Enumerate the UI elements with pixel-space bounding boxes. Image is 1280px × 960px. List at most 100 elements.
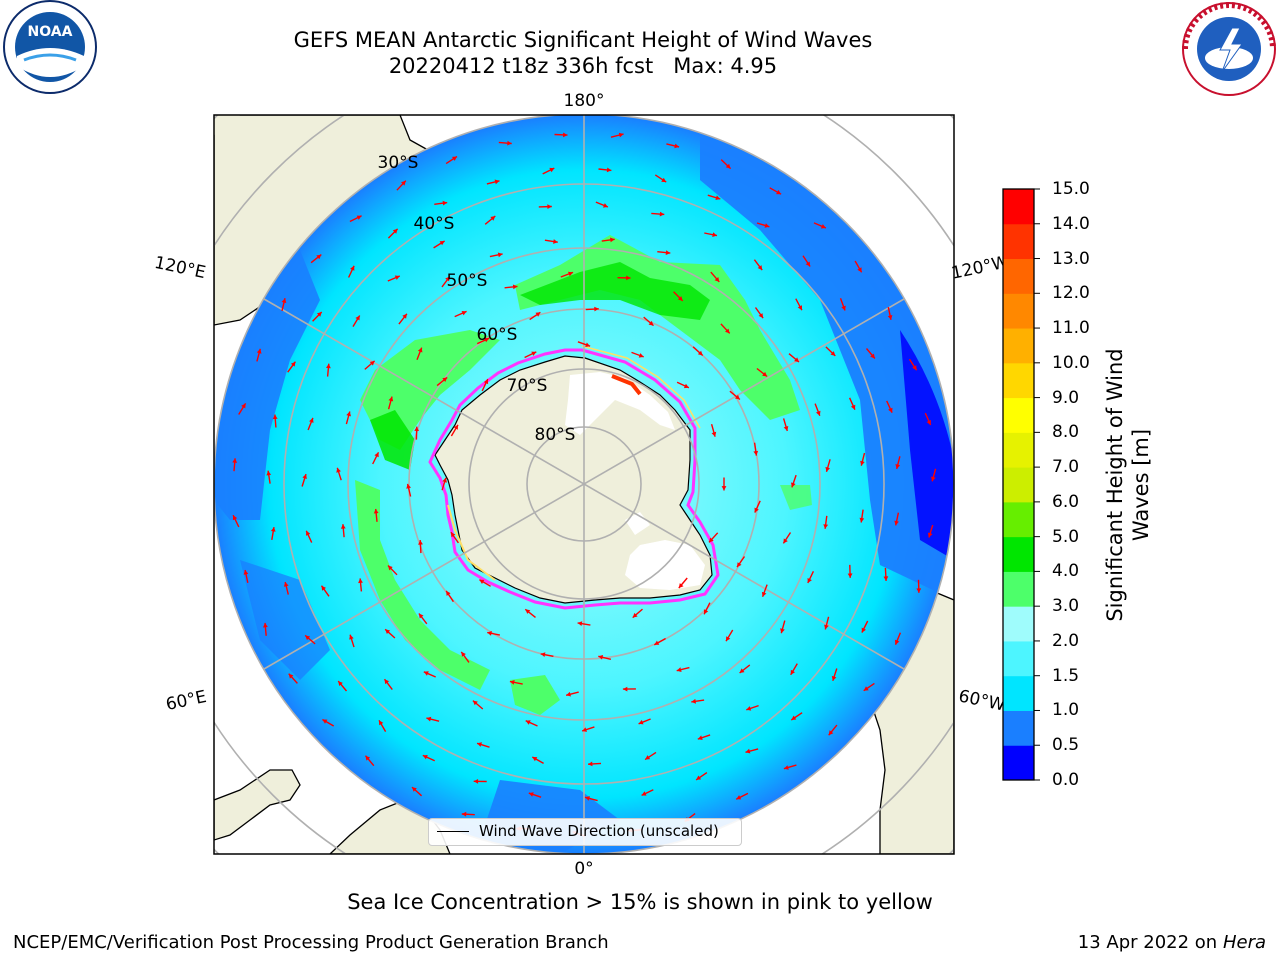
wave-direction-arrowhead xyxy=(336,467,341,473)
wave-direction-arrowhead xyxy=(442,477,447,483)
wave-direction-arrowhead xyxy=(585,342,591,347)
noaa-logo: NOAA xyxy=(3,0,97,94)
wave-direction-arrowhead xyxy=(412,787,417,792)
wave-direction-arrowhead xyxy=(338,681,343,686)
wave-direction-arrowhead xyxy=(745,748,751,754)
wave-direction-arrowhead xyxy=(790,669,795,675)
colorbar-tick-label: 4.0 xyxy=(1052,561,1080,582)
wave-direction-arrowhead xyxy=(739,668,745,673)
colorbar-tick-label: 14.0 xyxy=(1052,213,1090,234)
map-area xyxy=(214,115,954,854)
wave-direction-arrowhead xyxy=(606,167,612,173)
wave-direction-arrowhead xyxy=(346,411,351,417)
wave-direction-arrowhead xyxy=(721,486,727,491)
wave-direction-arrowhead xyxy=(507,140,512,146)
colorbar-swatch xyxy=(1003,606,1034,642)
wave-direction-arrowhead xyxy=(758,313,764,319)
wave-direction-arrowhead xyxy=(392,228,398,234)
wave-direction-arrowhead xyxy=(678,583,684,588)
colorbar-tick-label: 3.0 xyxy=(1052,596,1080,617)
wave-direction-arrowhead xyxy=(256,348,262,354)
wave-direction-arrowhead xyxy=(316,254,322,260)
wave-direction-arrowhead xyxy=(535,312,541,317)
colorbar-tick-label: 13.0 xyxy=(1052,248,1090,269)
colorbar-swatch xyxy=(1003,675,1034,711)
colorbar-tick-label: 12.0 xyxy=(1052,283,1090,304)
wave-direction-arrowhead xyxy=(272,414,278,420)
wave-direction-arrowhead xyxy=(350,265,355,271)
wave-direction-arrowhead xyxy=(861,627,866,633)
wave-direction-arrowhead xyxy=(697,735,703,740)
wave-direction-arrowhead xyxy=(594,306,599,312)
wave-direction-arrowhead xyxy=(540,652,546,657)
colorbar-swatch xyxy=(1003,189,1034,225)
footer-date: 13 Apr 2022 on Hera xyxy=(1078,932,1266,953)
wave-direction-arrowhead xyxy=(850,404,856,410)
colorbar-tick-label: 10.0 xyxy=(1052,352,1090,373)
wave-direction-arrowhead xyxy=(384,679,390,685)
wave-direction-arrowhead xyxy=(582,727,587,732)
wave-direction-arrowhead xyxy=(402,313,407,319)
wave-direction-arrowhead xyxy=(442,377,448,382)
wave-direction-arrowhead xyxy=(305,635,311,641)
wave-direction-arrowhead xyxy=(622,686,628,692)
wave-direction-arrowhead xyxy=(369,360,375,366)
lon-label-120e: 120°E xyxy=(153,253,208,283)
wave-direction-arrowhead xyxy=(568,271,573,277)
wave-direction-arrowhead xyxy=(283,582,289,587)
colorbar-swatch xyxy=(1003,432,1034,468)
wave-direction-arrowhead xyxy=(306,530,311,536)
wave-direction-arrowhead xyxy=(588,761,593,767)
wave-direction-arrowhead xyxy=(241,403,246,409)
wave-direction-arrowhead xyxy=(385,629,391,634)
wave-direction-arrowhead xyxy=(577,621,583,626)
wave-direction-arrowhead xyxy=(483,379,489,385)
wave-direction-arrowhead xyxy=(477,742,482,747)
wave-direction-arrowhead xyxy=(422,755,428,760)
wave-direction-arrowhead xyxy=(266,470,272,476)
lat-label-80s: 80°S xyxy=(535,425,576,445)
wave-direction-arrowhead xyxy=(887,315,893,320)
wave-direction-arrowhead xyxy=(859,517,865,523)
lat-label-30s: 30°S xyxy=(378,153,419,173)
wave-direction-arrowhead xyxy=(472,700,478,706)
wave-direction-arrowhead xyxy=(823,524,829,529)
wave-direction-arrowhead xyxy=(641,791,647,796)
wave-direction-arrowhead xyxy=(553,239,558,244)
colorbar-tick-label: 5.0 xyxy=(1052,526,1080,547)
lon-label-60e: 60°E xyxy=(164,687,208,715)
wave-direction-arrowhead xyxy=(895,464,901,469)
wave-direction-arrowhead xyxy=(365,755,371,761)
chart-title-line2: 20220412 t18z 336h fcst Max: 4.95 xyxy=(388,54,778,78)
wave-direction-arrowhead xyxy=(711,431,717,437)
wave-direction-arrowhead xyxy=(715,195,721,200)
wave-direction-arrowhead xyxy=(737,562,742,568)
wave-direction-arrowhead xyxy=(888,407,893,413)
wave-direction-arrowhead xyxy=(232,458,238,463)
wave-direction-arrowhead xyxy=(714,277,720,282)
wave-direction-arrowhead xyxy=(512,284,518,290)
wind-wave-arrows xyxy=(232,132,937,837)
colorbar-tick-label: 8.0 xyxy=(1052,422,1080,443)
wave-direction-arrowhead xyxy=(676,667,682,672)
colorbar-swatch xyxy=(1003,362,1034,399)
wave-direction-arrowhead xyxy=(735,394,740,400)
wave-direction-arrowhead xyxy=(825,466,830,472)
wave-direction-arrowhead xyxy=(414,426,419,431)
wave-direction-arrowhead xyxy=(794,357,799,362)
wave-direction-arrowhead xyxy=(497,252,503,258)
colorbar-swatch xyxy=(1003,536,1034,572)
colorbar-tick-label: 6.0 xyxy=(1052,491,1080,512)
wave-direction-arrowhead xyxy=(830,351,836,356)
wave-direction-arrowhead xyxy=(783,538,788,544)
wave-direction-arrowhead xyxy=(484,337,490,343)
wave-direction-arrowhead xyxy=(340,524,346,529)
wave-direction-arrowhead xyxy=(820,224,826,229)
lat-label-70s: 70°S xyxy=(507,376,548,396)
wave-direction-arrowhead xyxy=(883,576,889,581)
sea-ice-edge xyxy=(428,348,720,610)
wave-direction-arrowhead xyxy=(726,636,731,642)
wave-direction-arrowhead xyxy=(445,276,450,282)
wave-direction-arrowhead xyxy=(426,716,432,722)
